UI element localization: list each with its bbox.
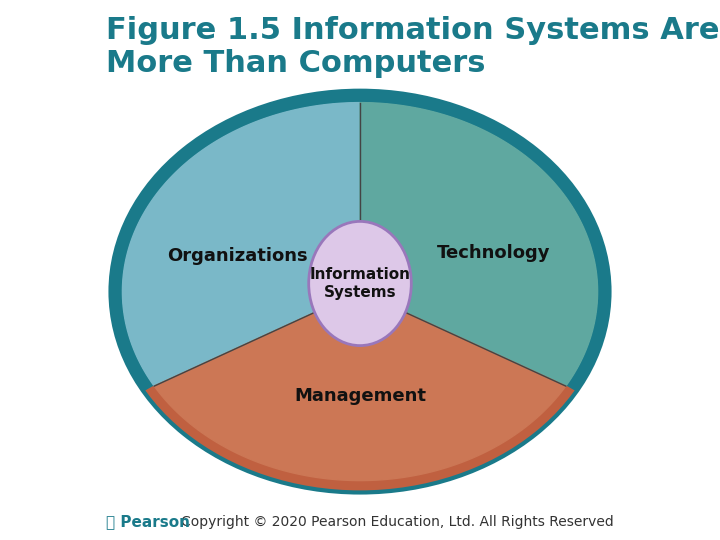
Text: Figure 1.5 Information Systems Are
More Than Computers: Figure 1.5 Information Systems Are More … bbox=[107, 16, 720, 78]
Text: Copyright © 2020 Pearson Education, Ltd. All Rights Reserved: Copyright © 2020 Pearson Education, Ltd.… bbox=[181, 515, 613, 529]
Polygon shape bbox=[122, 103, 360, 386]
Ellipse shape bbox=[110, 91, 609, 492]
Polygon shape bbox=[360, 103, 598, 386]
Text: Ⓟ Pearson: Ⓟ Pearson bbox=[107, 514, 190, 529]
Text: Management: Management bbox=[294, 387, 426, 404]
Text: Information
Systems: Information Systems bbox=[310, 267, 410, 300]
Text: Organizations: Organizations bbox=[167, 247, 307, 265]
Polygon shape bbox=[154, 292, 566, 481]
Ellipse shape bbox=[309, 221, 411, 346]
Ellipse shape bbox=[122, 103, 598, 481]
Text: Technology: Technology bbox=[437, 244, 551, 262]
Polygon shape bbox=[144, 386, 576, 492]
